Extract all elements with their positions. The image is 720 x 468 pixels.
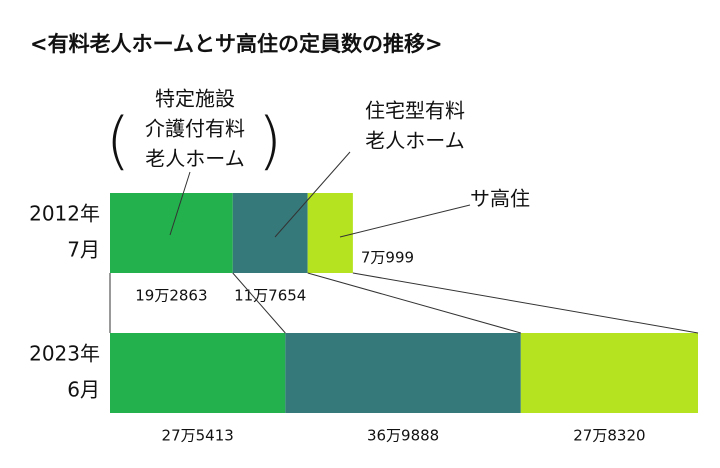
- chart-title: <有料老人ホームとサ高住の定員数の推移>: [30, 32, 443, 56]
- bar-segment: [110, 333, 286, 413]
- bar-segment: [520, 333, 698, 413]
- bracket: ): [258, 104, 282, 177]
- connector: [307, 272, 521, 334]
- legend-label: 老人ホーム: [145, 147, 244, 171]
- y-tick-label: 2012年: [29, 202, 100, 226]
- leader-line: [274, 151, 351, 238]
- value-label: 27万8320: [573, 427, 645, 445]
- bar-segment: [110, 193, 233, 273]
- bar-segment: [307, 193, 353, 273]
- value-label: 36万9888: [367, 427, 439, 445]
- leader-line: [339, 204, 471, 238]
- bar-segment: [285, 333, 521, 413]
- legend-label: 特定施設: [155, 87, 235, 111]
- value-label: 19万2863: [135, 287, 207, 305]
- y-tick-label: 7月: [67, 238, 100, 262]
- legend-label: 介護付有料: [145, 117, 245, 141]
- y-tick-label: 2023年: [29, 342, 100, 366]
- y-tick-label: 6月: [67, 378, 100, 402]
- leader-line: [169, 171, 191, 236]
- value-label: 7万999: [361, 249, 414, 267]
- connector: [232, 272, 286, 334]
- value-label: 11万7654: [234, 287, 306, 305]
- legend-label: 老人ホーム: [365, 129, 464, 153]
- legend-label: 住宅型有料: [365, 99, 465, 123]
- bar-segment: [232, 193, 308, 273]
- bracket: (: [106, 104, 130, 177]
- value-label: 27万5413: [162, 427, 234, 445]
- connector: [352, 272, 699, 334]
- legend-label: サ高住: [470, 187, 530, 211]
